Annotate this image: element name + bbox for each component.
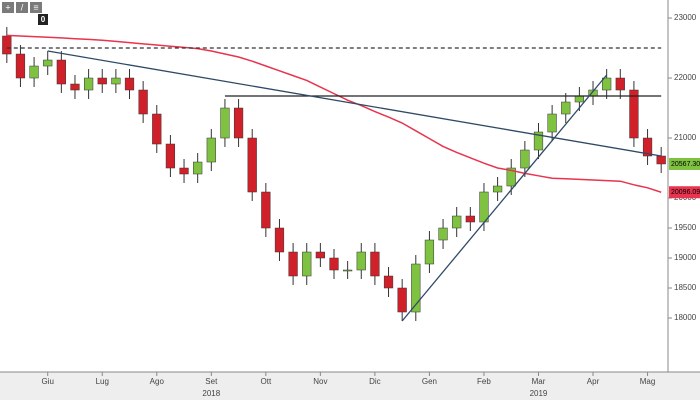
candle-body [465,215,475,223]
tool-icon: / [21,2,24,12]
ma-value-box [669,186,700,199]
x-tick-label: Apr [587,377,600,386]
year-label: 2018 [202,389,220,398]
candle-body [124,77,135,91]
x-tick-label: Lug [96,377,109,386]
candle-body [138,89,148,115]
x-tick-label: Nov [313,377,327,386]
candle-body [356,251,366,271]
candle-body [274,227,285,253]
candle-body [452,215,462,229]
tool-icon: ≡ [33,2,38,12]
y-tick-label: 22000 [674,73,697,82]
candle-body [179,167,189,175]
tool-draw[interactable] [16,2,28,13]
candle-body [261,191,271,229]
candle-body [424,239,435,265]
candle-body [520,149,530,169]
candle-body [29,65,39,79]
x-tick-label: Set [205,377,218,386]
candle-body [547,113,557,133]
trend-line [47,50,662,157]
candle-body [83,77,94,91]
candle-body [56,59,66,85]
moving-average [6,34,662,193]
badge-label: 0 [41,15,46,24]
x-tick-label: Dic [369,377,381,386]
trend-line [401,74,608,322]
candle-body [206,137,216,163]
tool-icon: + [5,2,10,12]
candle-body [561,101,571,115]
y-tick-label: 21000 [674,133,697,142]
candle-body [70,83,80,91]
candle-body [111,77,121,85]
candle-body [642,137,653,157]
candle-body [602,77,612,91]
x-tick-label: Gen [422,377,437,386]
candle-body [383,275,394,289]
candle-body [656,155,666,165]
candle-body [479,191,489,223]
candle-body [411,263,421,313]
x-tick-label: Mar [532,377,546,386]
candle-body [438,227,448,241]
candle-body [370,251,380,277]
candle-body [97,77,107,85]
last-price-box [669,157,700,170]
toolbar: + / ≡ 0 [2,2,48,25]
x-tick-label: Ago [150,377,165,386]
y-tick-label: 19500 [674,223,697,232]
y-tick-label: 23000 [674,13,697,22]
x-tick-label: Feb [477,377,491,386]
candle-body [233,107,244,139]
x-tick-label: Giu [41,377,53,386]
candle-body [629,89,639,139]
year-label: 2019 [530,389,548,398]
x-tick-label: Mag [640,377,656,386]
candle-body [492,185,503,193]
candle-body [2,35,12,55]
candle-body [329,257,339,271]
tool-crosshair[interactable] [2,2,14,13]
y-tick-label: 18000 [674,313,697,322]
ma-value-label: 20096.0958 [671,189,700,196]
x-tick-label: Ott [261,377,272,386]
candle-body [397,287,407,313]
candle-body [615,77,625,91]
y-tick-label: 19000 [674,253,697,262]
candle-body [315,251,325,259]
candle-body [343,269,353,272]
badge[interactable] [38,14,48,25]
x-axis-band [0,372,700,400]
candle-body [165,143,176,169]
last-price-label: 20567.3008 [671,161,700,168]
candle-body [247,137,257,193]
candle-body [288,251,298,277]
candle-body [220,107,230,139]
y-tick-label: 18500 [674,283,697,292]
candle-body [533,131,544,151]
candle-body [193,161,203,175]
candle-body [15,53,26,79]
candle-body [506,167,516,187]
candle-body [574,95,585,103]
candle-body [152,113,162,145]
candle-body [43,59,53,67]
tool-menu[interactable] [30,2,42,13]
candle-body [302,251,312,277]
